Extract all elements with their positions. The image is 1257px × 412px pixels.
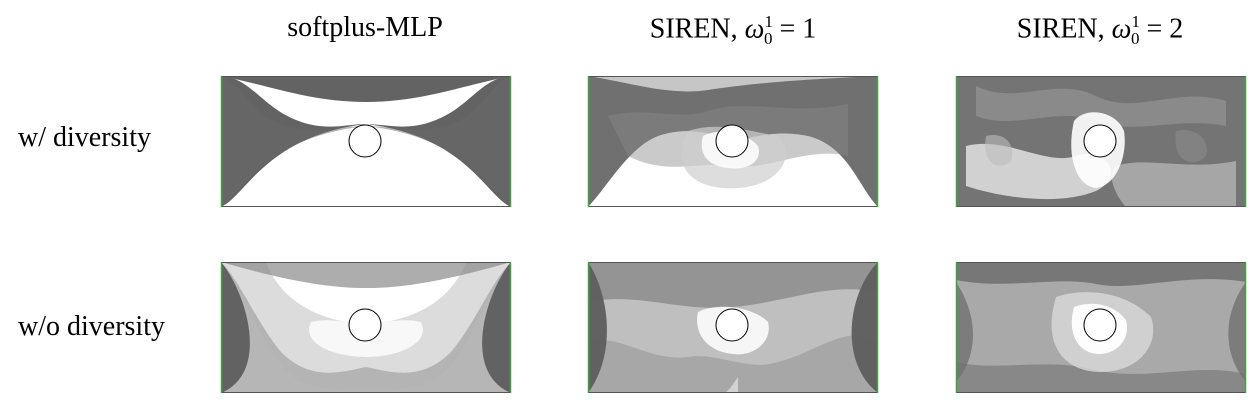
panel-siren1-with-diversity — [587, 76, 879, 207]
shape-softplus-without-diversity — [220, 262, 512, 393]
column-title-siren-omega-2: SIREN, ω10 = 2 — [1016, 12, 1184, 48]
row-label-with-diversity: w/ diversity — [18, 122, 151, 153]
column-title-label: softplus-MLP — [287, 12, 443, 43]
panel-siren2-without-diversity — [955, 262, 1247, 393]
panel-siren2-with-diversity — [955, 76, 1247, 207]
shape-siren2-with-diversity — [955, 76, 1247, 207]
column-title-siren-omega-1: SIREN, ω10 = 1 — [649, 12, 817, 48]
panel-softplus-with-diversity — [220, 76, 512, 207]
row-label-without-diversity: w/o diversity — [18, 311, 165, 342]
shape-siren1-without-diversity — [587, 262, 879, 393]
panel-siren1-without-diversity — [587, 262, 879, 393]
shape-siren2-without-diversity — [955, 262, 1247, 393]
shape-softplus-with-diversity — [220, 76, 512, 207]
column-title-softplus-mlp: softplus-MLP — [287, 12, 443, 44]
shape-siren1-with-diversity — [587, 76, 879, 207]
panel-softplus-without-diversity — [220, 262, 512, 393]
